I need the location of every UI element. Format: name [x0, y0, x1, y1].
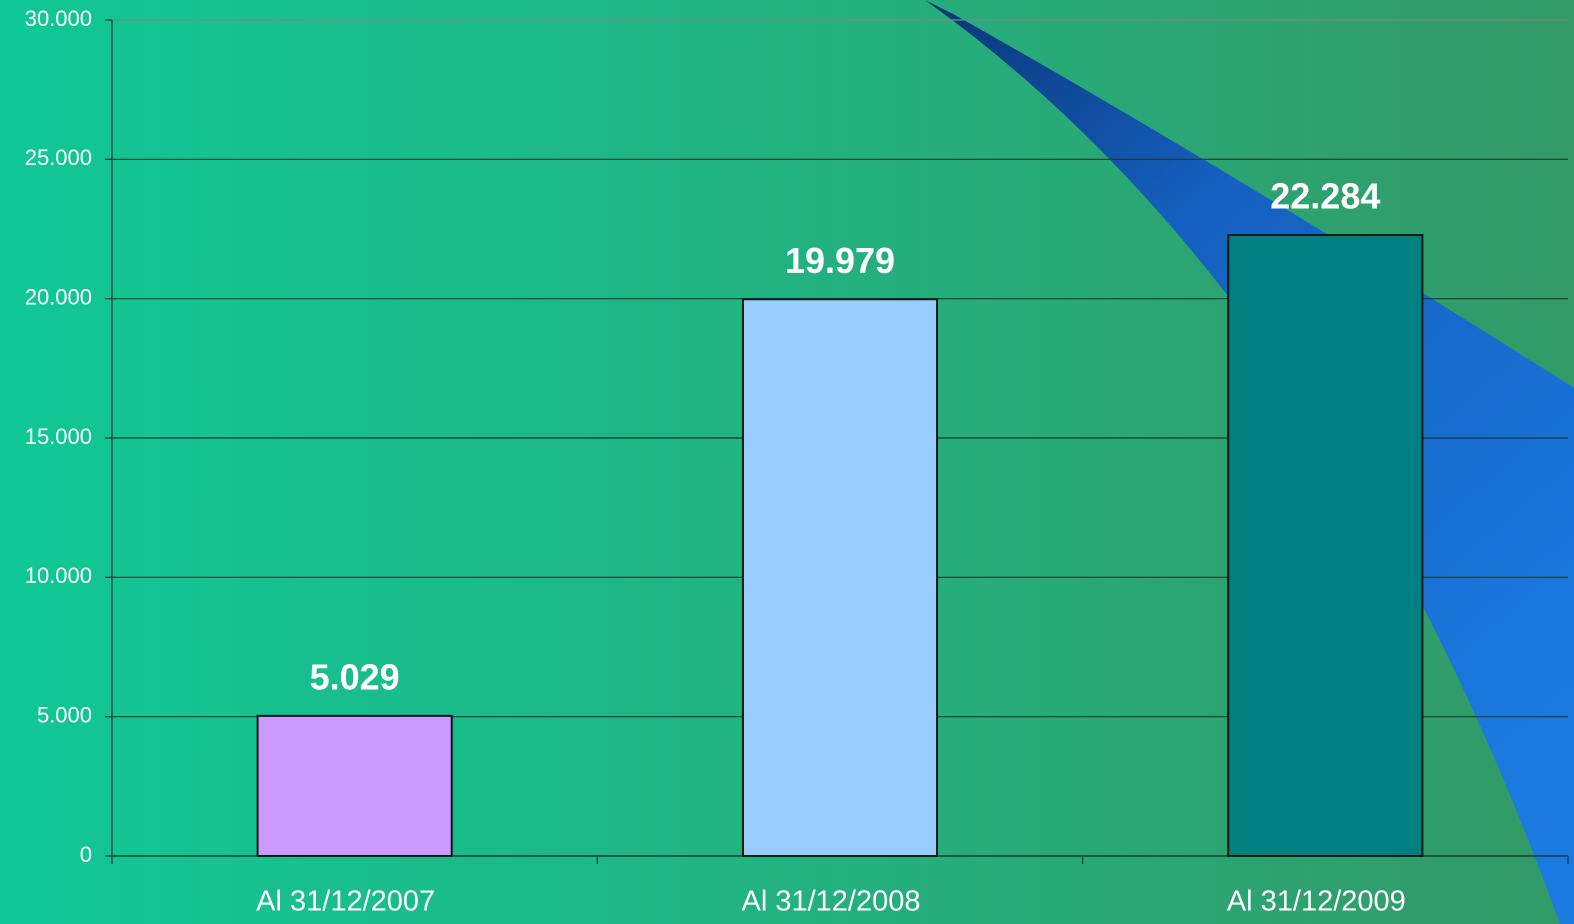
- y-tick-label: 30.000: [25, 6, 92, 31]
- page: 0 5.000 10.000 15.000 20.000 25.000 30.000 5.02…: [0, 0, 1574, 924]
- bar: [1228, 235, 1422, 856]
- y-tick-label: 0: [80, 842, 92, 867]
- value-label: 22.284: [1270, 176, 1380, 217]
- x-tick-label: Al 31/12/2009: [1227, 886, 1406, 918]
- x-tick-label: Al 31/12/2007: [256, 886, 435, 918]
- y-tick-label: 10.000: [25, 563, 92, 588]
- value-label: 19.979: [785, 240, 895, 281]
- y-tick-label: 20.000: [25, 284, 92, 309]
- y-tick-label: 25.000: [25, 145, 92, 170]
- bar: [258, 716, 452, 856]
- y-tick-label: 15.000: [25, 424, 92, 449]
- chart: 0 5.000 10.000 15.000 20.000 25.000 30.000 5.02…: [0, 0, 1574, 924]
- y-tick-label: 5.000: [37, 702, 92, 727]
- x-tick-label: Al 31/12/2008: [742, 886, 921, 918]
- bar: [743, 299, 937, 856]
- value-label: 5.029: [310, 656, 400, 697]
